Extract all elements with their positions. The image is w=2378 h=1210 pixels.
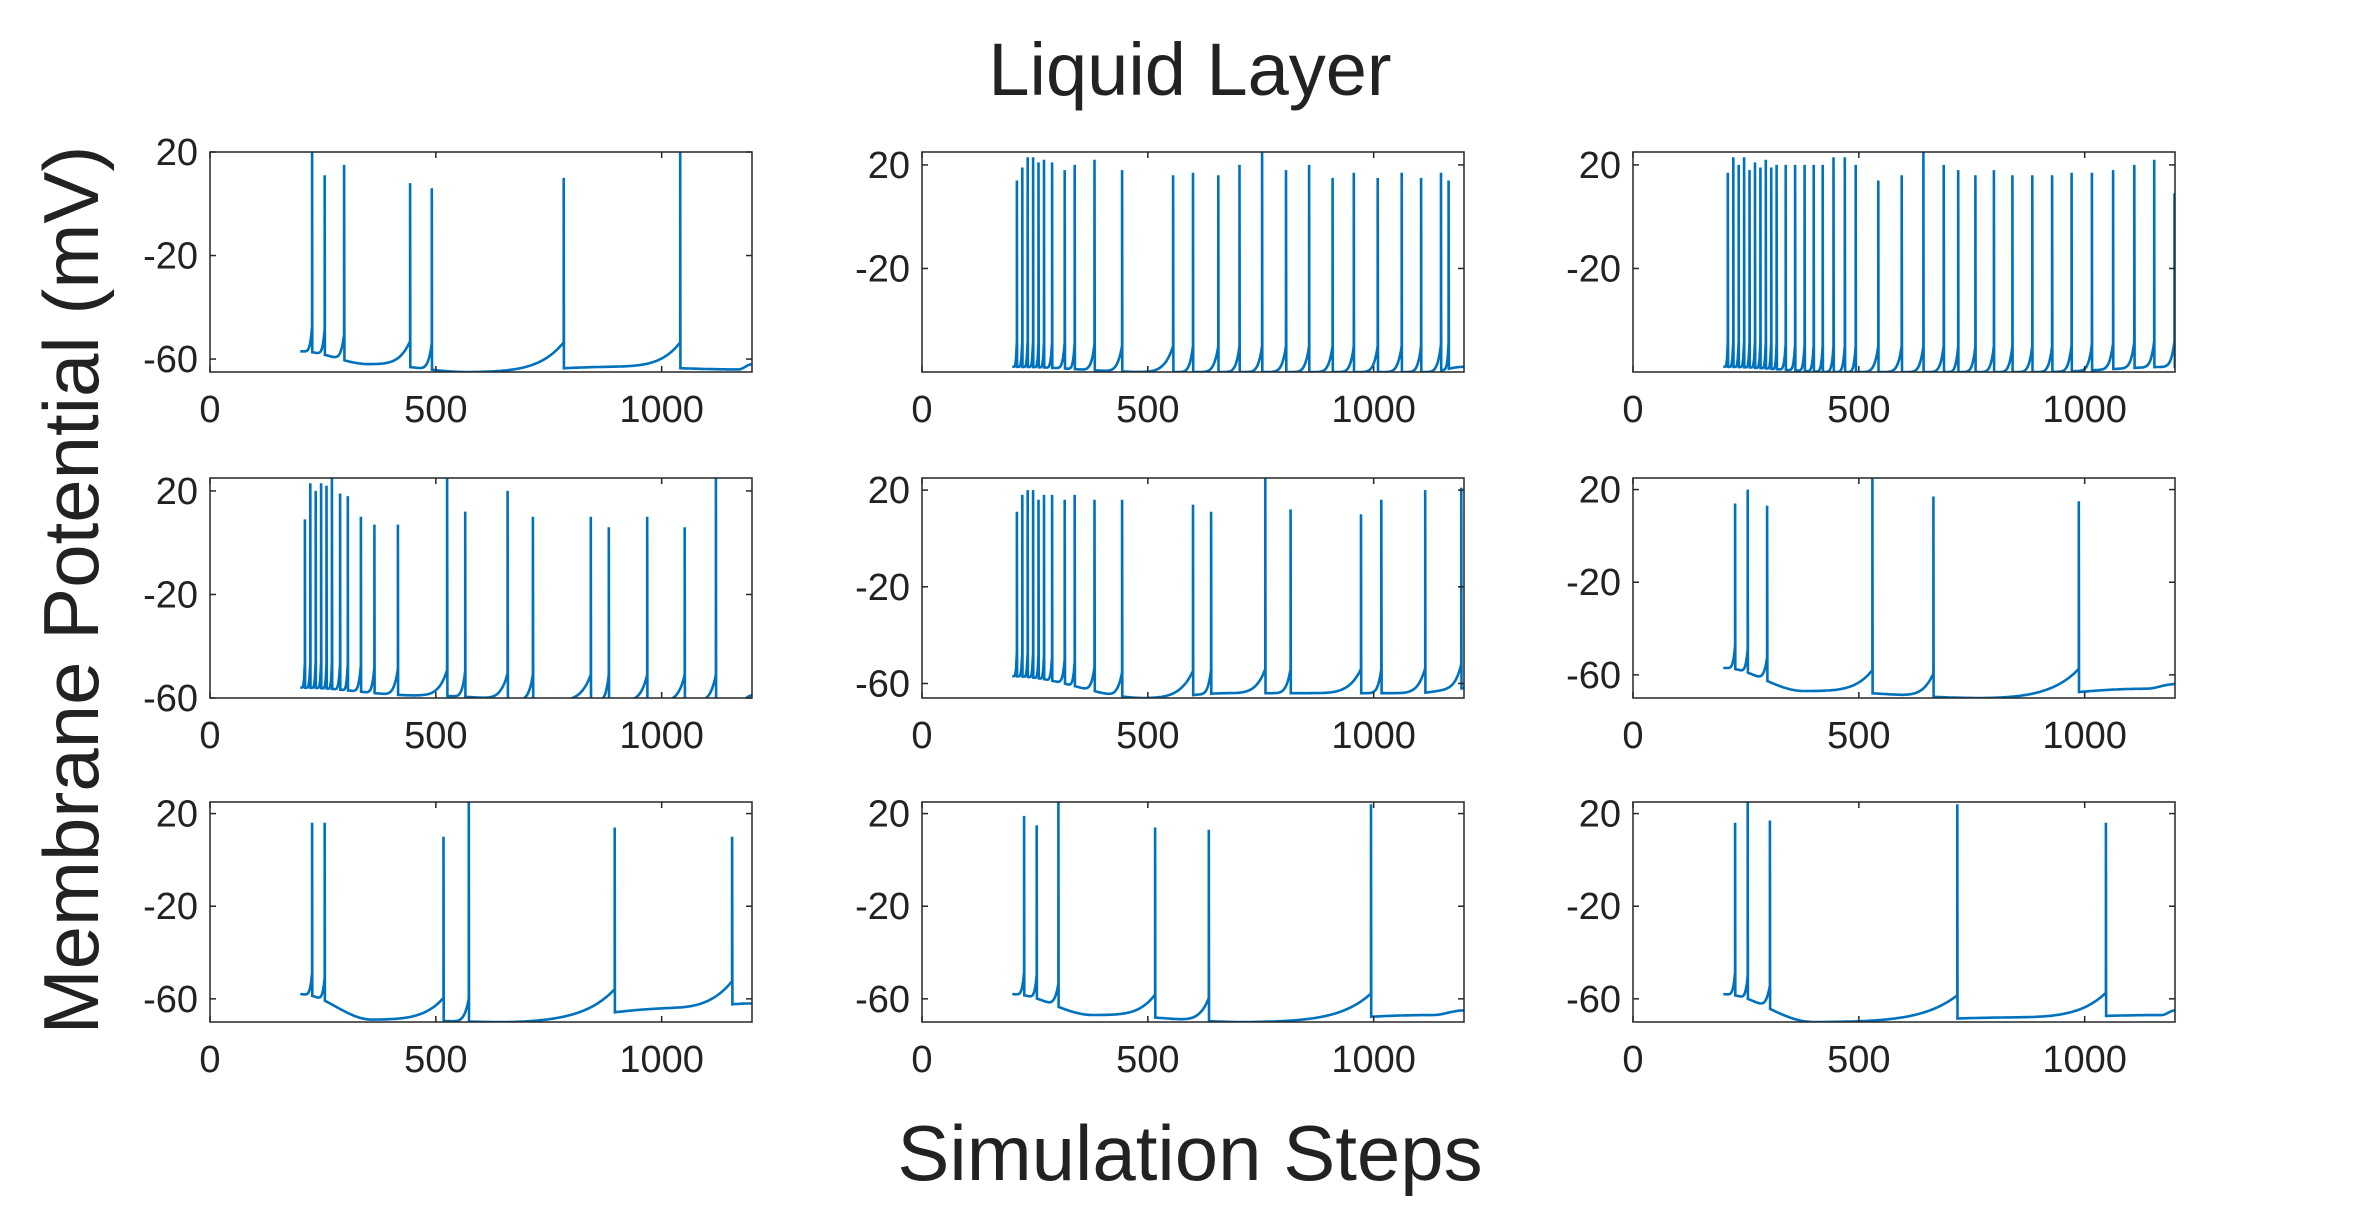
axes-box xyxy=(921,477,1465,699)
y-tick-label: -60 xyxy=(855,663,910,705)
subplot-2: 0 500 1000 -20 20 xyxy=(855,145,1465,431)
membrane-trace-5 xyxy=(1012,478,1464,698)
y-tick-label: -20 xyxy=(855,886,910,928)
y-tick-label: -60 xyxy=(143,339,198,381)
x-tick-label: 0 xyxy=(199,715,220,757)
y-tick-label: -20 xyxy=(1566,562,1621,604)
y-tick-label: -20 xyxy=(143,236,198,278)
membrane-trace-8 xyxy=(1012,802,1464,1022)
y-tick-label: -60 xyxy=(143,678,198,720)
y-tick-label: -60 xyxy=(1566,979,1621,1021)
x-tick-label: 1000 xyxy=(2042,1039,2127,1081)
axes-box xyxy=(1632,151,2176,373)
x-tick-label: 500 xyxy=(404,715,467,757)
y-tick-label: -60 xyxy=(855,979,910,1021)
x-tick-label: 0 xyxy=(911,1039,932,1081)
membrane-trace-6 xyxy=(1723,478,2175,698)
y-tick-label: -20 xyxy=(855,567,910,609)
x-tick-label: 0 xyxy=(1622,715,1643,757)
x-tick-label: 0 xyxy=(1622,389,1643,431)
x-tick-label: 0 xyxy=(199,1039,220,1081)
y-tick-label: 20 xyxy=(156,794,198,836)
membrane-trace-7 xyxy=(300,802,752,1022)
x-tick-label: 0 xyxy=(911,715,932,757)
x-tick-label: 1000 xyxy=(2042,715,2127,757)
x-tick-label: 0 xyxy=(911,389,932,431)
subplot-5: 0 500 1000 -60 -20 20 xyxy=(855,470,1465,757)
y-axis-label: Membrane Potential (mV) xyxy=(27,146,115,1035)
y-tick-label: 20 xyxy=(868,145,910,187)
subplot-6: 0 500 1000 -60 -20 20 xyxy=(1566,470,2176,757)
x-axis-label: Simulation Steps xyxy=(897,1109,1482,1197)
membrane-trace-9 xyxy=(1723,802,2175,1022)
membrane-trace-4 xyxy=(300,478,752,698)
y-tick-label: 20 xyxy=(1579,794,1621,836)
x-tick-label: 500 xyxy=(1827,389,1890,431)
subplot-8: 0 500 1000 -60 -20 20 xyxy=(855,794,1465,1081)
y-tick-label: 20 xyxy=(1579,145,1621,187)
x-tick-label: 500 xyxy=(404,1039,467,1081)
figure-title: Liquid Layer xyxy=(988,28,1391,111)
x-tick-label: 1000 xyxy=(1331,715,1416,757)
x-tick-label: 0 xyxy=(1622,1039,1643,1081)
y-tick-label: 20 xyxy=(868,470,910,512)
axes-box xyxy=(921,151,1465,373)
x-tick-label: 1000 xyxy=(619,1039,704,1081)
subplot-3: 0 500 1000 -20 20 xyxy=(1566,145,2176,431)
membrane-trace-2 xyxy=(1012,152,1464,372)
subplot-4: 0 500 1000 -60 -20 20 xyxy=(143,471,753,757)
y-tick-label: -60 xyxy=(143,979,198,1021)
x-tick-label: 500 xyxy=(1827,1039,1890,1081)
subplot-9: 0 500 1000 -60 -20 20 xyxy=(1566,794,2176,1081)
x-tick-label: 1000 xyxy=(619,715,704,757)
x-tick-label: 1000 xyxy=(2042,389,2127,431)
y-tick-label: -20 xyxy=(1566,248,1621,290)
axes-box xyxy=(1632,801,2176,1023)
subplot-1: 0 500 1000 -60 -20 20 xyxy=(143,132,753,431)
subplot-7: 0 500 1000 -60 -20 20 xyxy=(143,794,753,1081)
x-tick-label: 500 xyxy=(1827,715,1890,757)
x-tick-label: 500 xyxy=(1116,389,1179,431)
x-tick-label: 500 xyxy=(1116,715,1179,757)
membrane-trace-1 xyxy=(300,152,752,372)
y-tick-label: 20 xyxy=(156,132,198,174)
x-tick-label: 0 xyxy=(199,389,220,431)
y-tick-label: -20 xyxy=(143,574,198,616)
y-tick-label: -20 xyxy=(1566,886,1621,928)
x-tick-label: 1000 xyxy=(619,389,704,431)
x-tick-label: 1000 xyxy=(1331,1039,1416,1081)
axes-box xyxy=(209,801,753,1023)
axes-box xyxy=(1632,477,2176,699)
y-tick-label: -20 xyxy=(855,248,910,290)
axes-box xyxy=(921,801,1465,1023)
y-tick-label: 20 xyxy=(1579,470,1621,512)
y-tick-label: 20 xyxy=(868,794,910,836)
x-tick-label: 500 xyxy=(404,389,467,431)
y-tick-label: -60 xyxy=(1566,655,1621,697)
y-tick-label: -20 xyxy=(143,886,198,928)
x-tick-label: 500 xyxy=(1116,1039,1179,1081)
membrane-trace-3 xyxy=(1723,152,2175,372)
y-tick-label: 20 xyxy=(156,471,198,513)
x-tick-label: 1000 xyxy=(1331,389,1416,431)
axes-box xyxy=(209,477,753,699)
axes-box xyxy=(209,151,753,373)
